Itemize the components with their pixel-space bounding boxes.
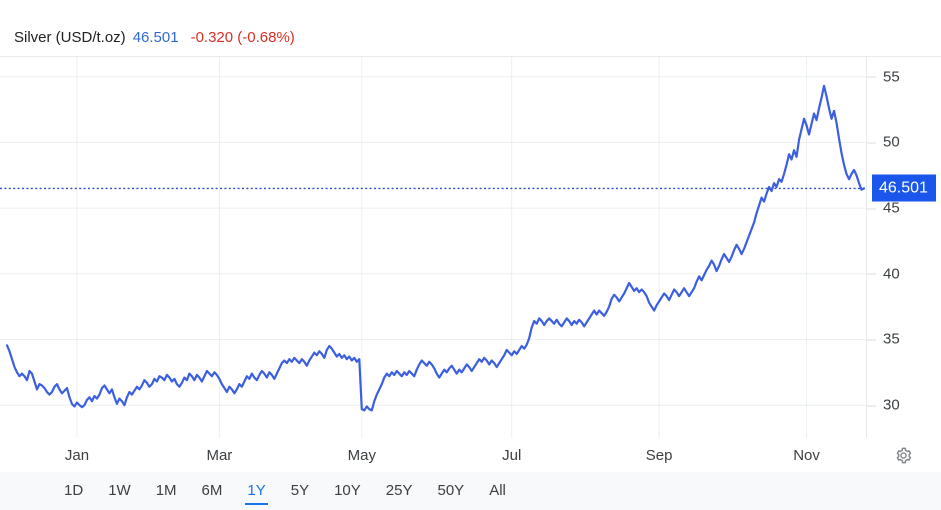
x-axis-tick-label: Jul	[502, 447, 522, 464]
horizontal-gridlines	[0, 76, 866, 406]
x-axis-tick-label: Sep	[645, 447, 673, 464]
y-axis-tick-mark	[867, 76, 876, 78]
x-axis-tick-label: Nov	[793, 447, 820, 464]
x-axis-tick-label: May	[347, 447, 376, 464]
range-button-5y[interactable]: 5Y	[290, 482, 310, 499]
x-axis: Jan Mar May Jul Sep Nov	[0, 438, 941, 473]
time-range-toolbar: 1D 1W 1M 6M 1Y 5Y 10Y 25Y 50Y All	[0, 472, 941, 510]
current-price: 46.501	[132, 29, 179, 46]
price-change: -0.320 (-0.68%)	[190, 29, 295, 46]
range-button-1m[interactable]: 1M	[155, 482, 177, 499]
vertical-gridlines	[76, 57, 807, 438]
y-axis-tick-label: 55	[867, 69, 900, 84]
y-axis-tick-label: 30	[867, 398, 900, 413]
y-axis-tick-label: 50	[867, 135, 900, 150]
settings-gear-button[interactable]	[890, 442, 916, 468]
range-button-1y[interactable]: 1Y	[245, 475, 269, 507]
gear-icon	[896, 447, 911, 463]
x-axis-tick-label: Jan	[64, 447, 90, 464]
quote-summary: Silver (USD/t.oz) 46.501 -0.320 (-0.68%)	[14, 28, 295, 47]
y-axis-tick-label: 35	[867, 332, 900, 347]
chart-plot-area[interactable]	[0, 57, 866, 438]
y-axis-tick-label: 40	[867, 266, 900, 281]
y-axis: 46.501 55 50 45 40 35 30	[866, 57, 941, 438]
symbol-name: Silver (USD/t.oz)	[14, 29, 126, 46]
y-axis-tick-mark	[867, 339, 876, 341]
range-button-50y[interactable]: 50Y	[437, 482, 465, 499]
y-axis-tick-mark	[867, 273, 876, 275]
chart-header: Silver (USD/t.oz) 46.501 -0.320 (-0.68%)	[0, 0, 941, 57]
range-button-10y[interactable]: 10Y	[334, 482, 361, 499]
range-button-25y[interactable]: 25Y	[385, 482, 413, 499]
range-button-6m[interactable]: 6M	[201, 482, 223, 499]
y-axis-tick-mark	[867, 208, 876, 210]
y-axis-tick-mark	[867, 405, 876, 407]
price-series-line	[5, 84, 866, 412]
y-axis-tick-mark	[867, 142, 876, 144]
range-button-1d[interactable]: 1D	[64, 482, 84, 499]
range-button-1w[interactable]: 1W	[108, 482, 131, 499]
y-axis-tick-label: 45	[867, 201, 900, 216]
range-button-all[interactable]: All	[489, 482, 506, 499]
x-axis-tick-label: Mar	[206, 447, 233, 464]
price-line-chart	[0, 57, 866, 438]
current-price-badge: 46.501	[872, 174, 936, 202]
